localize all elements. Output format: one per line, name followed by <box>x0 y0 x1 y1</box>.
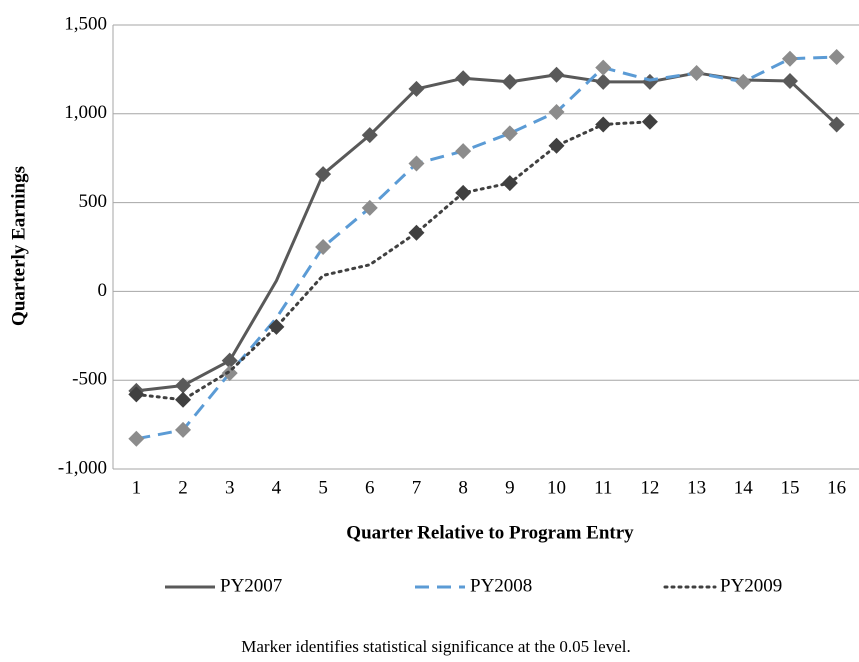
significance-marker <box>315 239 332 255</box>
significance-marker <box>688 64 705 81</box>
series-line <box>136 71 838 393</box>
x-tick-label: 1 <box>132 477 142 498</box>
significance-marker <box>548 104 565 121</box>
significance-marker <box>828 48 845 65</box>
significance-marker <box>128 386 145 403</box>
y-tick-label: 1,500 <box>64 13 107 34</box>
x-tick-label: 12 <box>640 477 659 498</box>
significance-marker <box>781 72 798 89</box>
x-axis-title: Quarter Relative to Program Entry <box>346 522 634 543</box>
x-tick-label: 15 <box>780 477 799 498</box>
significance-marker <box>361 127 378 144</box>
significance-marker <box>175 421 192 438</box>
significance-marker <box>175 377 192 394</box>
series-line <box>136 55 837 441</box>
significance-marker <box>408 224 425 241</box>
x-tick-label: 2 <box>178 477 188 498</box>
significance-marker <box>595 59 612 76</box>
x-tick-label: 8 <box>458 477 468 498</box>
significance-marker <box>501 125 518 142</box>
y-tick-label: 1,000 <box>64 102 107 123</box>
significance-marker <box>361 199 378 216</box>
significance-marker <box>735 73 752 90</box>
legend-label: PY2007 <box>220 575 282 596</box>
significance-marker <box>781 50 798 67</box>
significance-marker <box>501 73 518 90</box>
x-tick-label: 6 <box>365 477 375 498</box>
significance-marker <box>595 116 612 133</box>
significance-marker <box>408 155 425 172</box>
y-tick-label: -500 <box>72 369 107 390</box>
significance-marker <box>548 66 565 83</box>
y-tick-label: 500 <box>79 191 108 212</box>
x-tick-label: 4 <box>272 477 282 498</box>
series-line <box>134 120 652 402</box>
x-tick-label: 3 <box>225 477 235 498</box>
y-tick-label: -1,000 <box>58 457 107 478</box>
significance-marker <box>641 113 658 130</box>
significance-marker <box>175 391 192 408</box>
significance-marker <box>408 80 425 97</box>
significance-marker <box>268 318 285 335</box>
x-tick-label: 5 <box>318 477 328 498</box>
significance-marker <box>501 175 518 192</box>
x-tick-label: 13 <box>687 477 706 498</box>
note: Marker identifies statistical significan… <box>241 637 630 656</box>
significance-marker <box>595 73 612 90</box>
significance-marker <box>455 70 472 87</box>
significance-marker <box>641 73 658 90</box>
significance-marker <box>455 143 472 160</box>
x-tick-label: 9 <box>505 477 515 498</box>
significance-marker <box>455 184 472 201</box>
legend-label: PY2009 <box>720 575 782 596</box>
significance-marker <box>128 430 145 447</box>
significance-marker <box>828 116 845 133</box>
x-tick-label: 14 <box>734 477 754 498</box>
y-axis-title: Quarterly Earnings <box>8 166 29 326</box>
x-tick-label: 11 <box>594 477 612 498</box>
x-tick-label: 16 <box>827 477 846 498</box>
legend-label: PY2008 <box>470 575 532 596</box>
x-tick-label: 10 <box>547 477 566 498</box>
x-tick-label: 7 <box>412 477 422 498</box>
significance-marker <box>548 137 565 154</box>
y-tick-label: 0 <box>98 280 108 301</box>
significance-marker <box>315 166 332 183</box>
significance-marker <box>221 352 238 369</box>
